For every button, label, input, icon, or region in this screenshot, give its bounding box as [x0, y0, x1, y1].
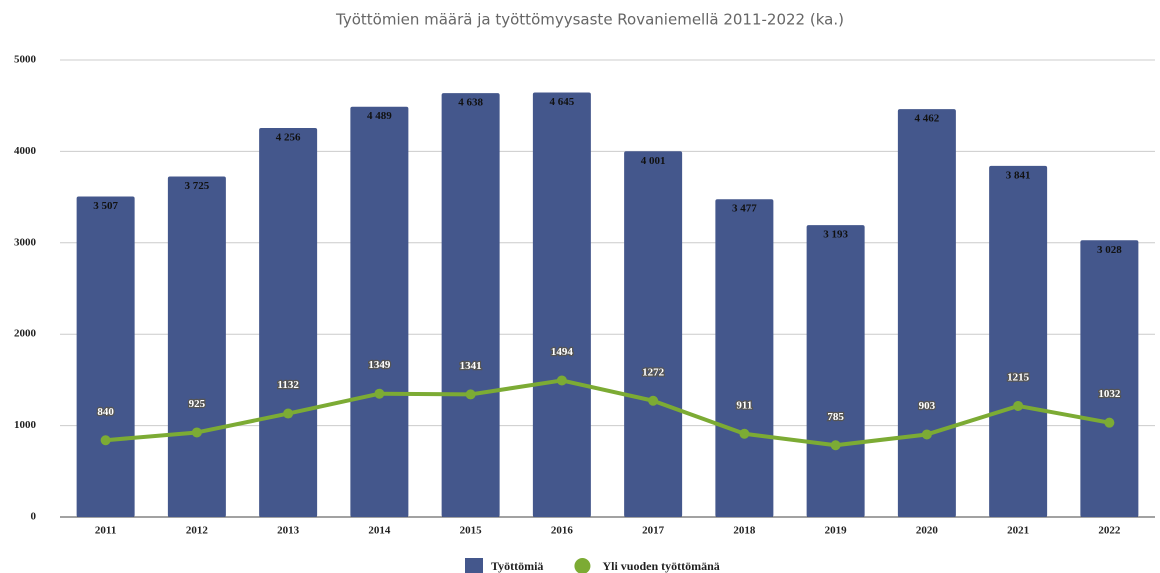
line-point [830, 440, 841, 451]
x-tick-label: 2011 [95, 525, 116, 537]
legend-swatch [465, 558, 483, 573]
x-tick-label: 2020 [916, 525, 939, 537]
line-label: 1349 [368, 359, 391, 371]
bar-label: 4 462 [915, 113, 940, 125]
bar [806, 225, 865, 518]
x-tick-label: 2022 [1098, 525, 1121, 537]
bar [259, 128, 318, 518]
bar [989, 165, 1048, 517]
line-point [556, 375, 567, 386]
x-tick-label: 2018 [733, 525, 756, 537]
bar [1080, 240, 1139, 518]
line-point [283, 408, 294, 419]
legend-swatch [574, 558, 591, 573]
x-tick-label: 2019 [825, 525, 848, 537]
legend-label: Yli vuoden työttömänä [602, 559, 719, 573]
line-label: 785 [827, 411, 844, 423]
y-tick-label: 3000 [14, 236, 37, 248]
bar-label: 4 489 [367, 110, 392, 122]
line-point [191, 427, 202, 438]
x-tick-label: 2016 [551, 525, 574, 537]
line-point [1104, 417, 1115, 428]
y-tick-label: 1000 [14, 419, 37, 431]
x-tick-label: 2013 [277, 525, 300, 537]
line-label: 1032 [1098, 388, 1121, 400]
bar-label: 4 638 [458, 97, 483, 109]
line-label: 911 [736, 399, 752, 411]
x-tick-label: 2017 [642, 525, 665, 537]
x-tick-label: 2021 [1007, 525, 1029, 537]
bar-label: 3 507 [93, 200, 118, 212]
bar-label: 4 256 [276, 132, 301, 144]
bar [624, 151, 683, 517]
bar [441, 93, 500, 518]
line-label: 840 [97, 406, 114, 418]
chart-title: Työttömien määrä ja työttömyysaste Rovan… [335, 11, 844, 29]
bar [167, 176, 226, 517]
line-label: 1215 [1007, 371, 1030, 383]
bar-label: 3 193 [823, 229, 848, 241]
x-tick-label: 2014 [368, 525, 391, 537]
bar [715, 199, 774, 517]
line-point [648, 395, 659, 406]
bar-label: 3 028 [1097, 244, 1122, 256]
bar [897, 109, 956, 517]
line-point [921, 429, 932, 440]
legend-label: Työttömiä [491, 559, 543, 573]
line-label: 1494 [551, 346, 574, 358]
line-label: 1132 [277, 379, 299, 391]
bar-label: 3 477 [732, 203, 757, 215]
y-tick-label: 0 [31, 511, 37, 523]
bar-label: 3 841 [1006, 169, 1031, 181]
bar-label: 4 645 [550, 96, 575, 108]
bar [532, 92, 591, 518]
y-tick-label: 5000 [14, 54, 37, 66]
bar-label: 3 725 [185, 180, 210, 192]
line-label: 925 [189, 398, 206, 410]
y-tick-label: 2000 [14, 328, 37, 340]
bar-label: 4 001 [641, 155, 666, 167]
x-tick-label: 2012 [186, 525, 209, 537]
line-label: 1272 [642, 366, 665, 378]
line-label: 903 [919, 400, 936, 412]
line-point [374, 388, 385, 399]
line-point [465, 389, 476, 400]
bar [76, 196, 135, 517]
x-tick-label: 2015 [460, 525, 483, 537]
y-tick-label: 4000 [14, 145, 37, 157]
bar [350, 106, 409, 518]
line-label: 1341 [460, 360, 482, 372]
line-point [739, 428, 750, 439]
line [105, 378, 1110, 448]
line-point [1013, 400, 1024, 411]
line-point [100, 435, 111, 446]
